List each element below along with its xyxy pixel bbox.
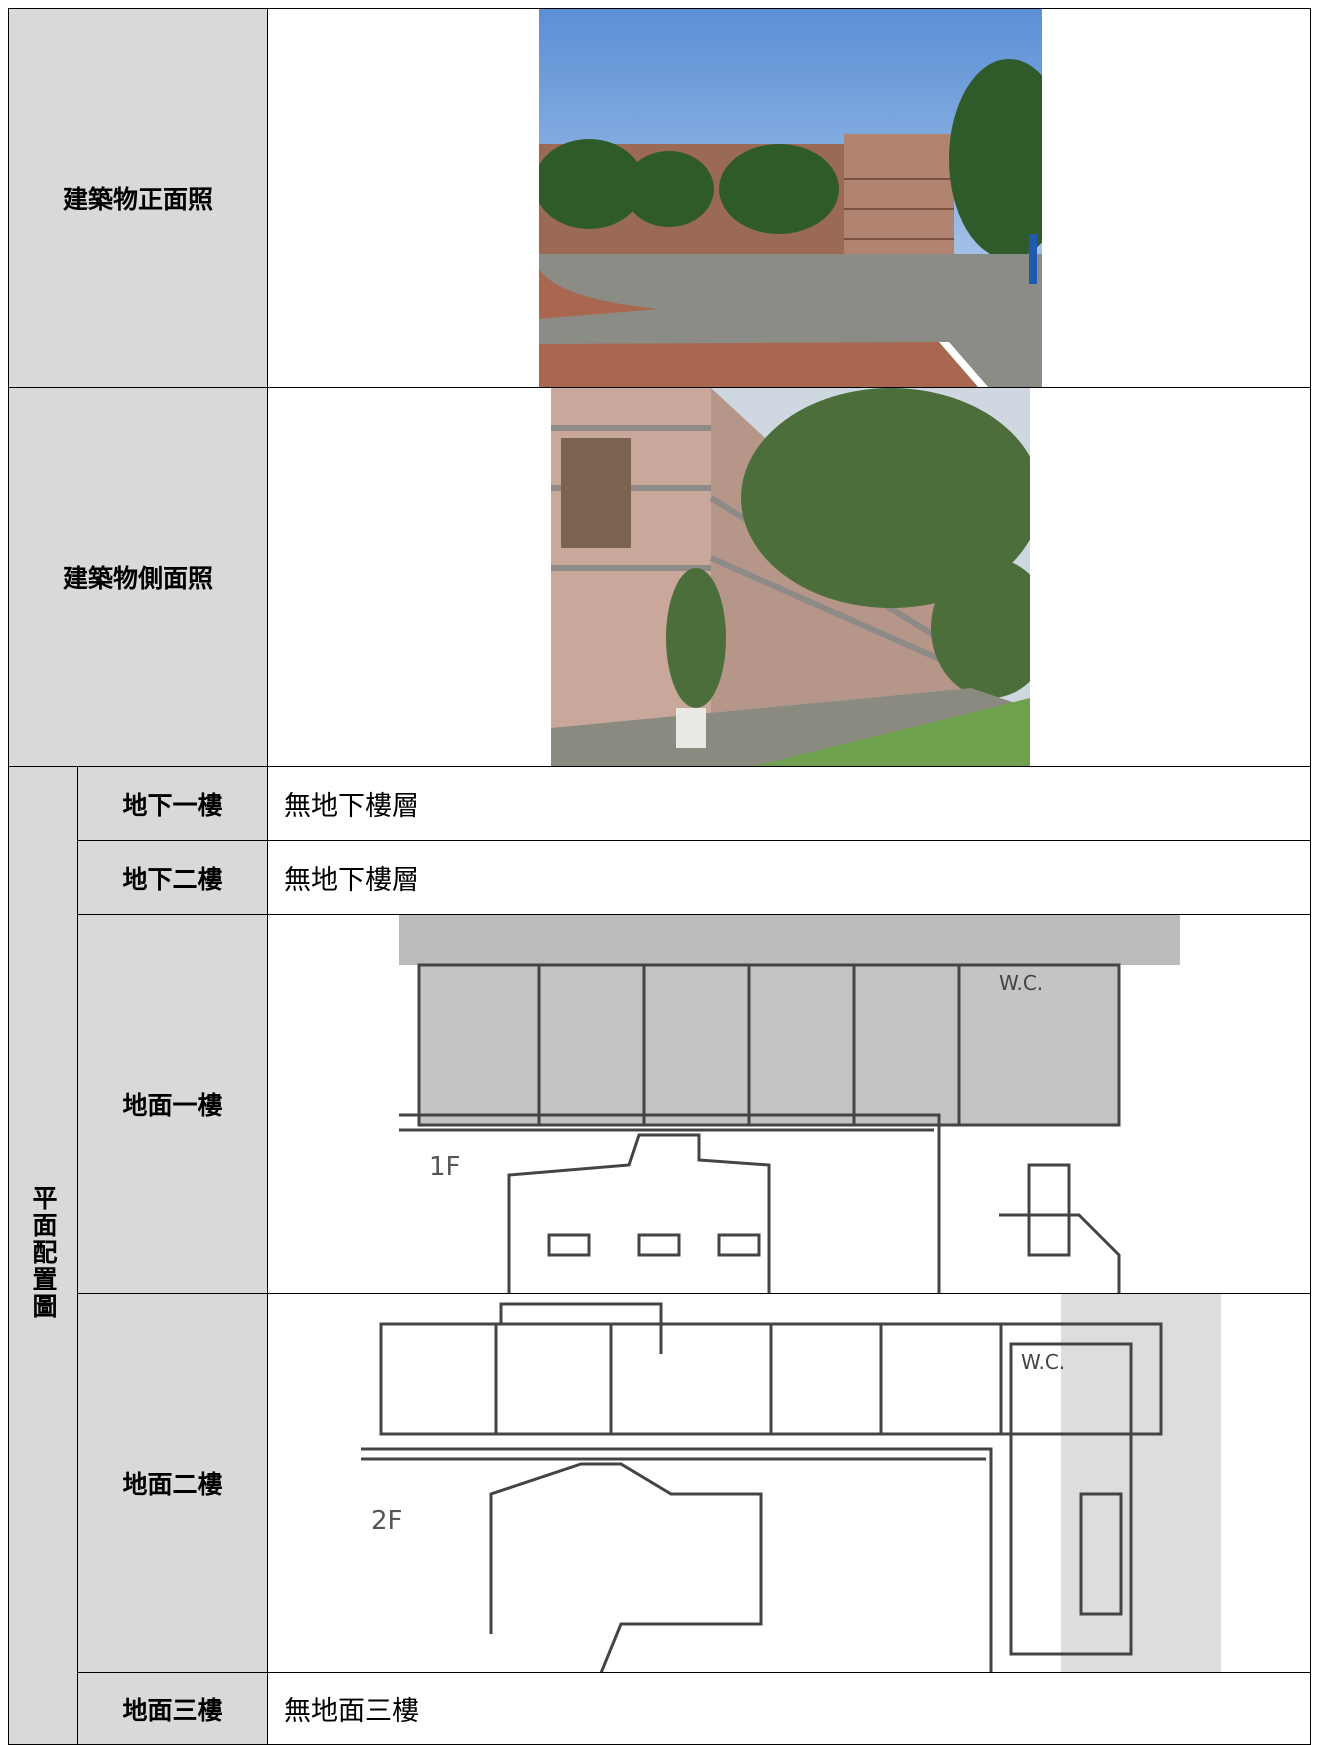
floor-label: 地面三樓 [76, 1672, 269, 1745]
photo-cell [267, 8, 1312, 388]
floor-label: 地面一樓 [76, 914, 269, 1294]
row: 平面配置圖 地下一樓 無地下樓層 [8, 766, 1312, 1745]
plan-label: 2F [371, 1506, 403, 1536]
plan-cell: 2F W.C. [267, 1293, 1312, 1673]
floor-content: 無地下樓層 [267, 840, 1312, 915]
front-photo [539, 9, 1043, 387]
row: 地面二樓 2F W.C. [9, 1293, 1312, 1673]
section-label: 平面配置圖 [8, 766, 78, 1745]
floor-plan-2f: 2F W.C. [361, 1294, 1222, 1672]
row-label: 建築物正面照 [7, 8, 269, 388]
plan-cell: 1F W.C. [267, 914, 1312, 1294]
row-label: 建築物側面照 [7, 387, 269, 767]
row: 地下二樓 無地下樓層 [9, 840, 1312, 915]
plan-label: 1F [429, 1152, 461, 1182]
building-table: 建築物正面照 建築物側面照 平面配置圖 地下一樓 無地下樓層 地下二樓 無地下樓… [7, 8, 1312, 1745]
row: 建築物側面照 [7, 387, 1312, 767]
floor-plan-1f: 1F W.C. [399, 915, 1181, 1293]
row: 地面一樓 1F W.C. [9, 914, 1312, 1294]
floor-label: 地下一樓 [76, 766, 269, 841]
photo-cell [267, 387, 1312, 767]
room-label: W.C. [1021, 1350, 1065, 1374]
floor-label: 地面二樓 [76, 1293, 269, 1673]
row: 地面三樓 無地面三樓 [9, 1672, 1312, 1745]
floor-label: 地下二樓 [76, 840, 269, 915]
side-photo [551, 388, 1031, 766]
floor-content: 無地面三樓 [267, 1672, 1312, 1745]
floor-content: 無地下樓層 [267, 766, 1312, 841]
room-label: W.C. [999, 971, 1043, 995]
section-label-text: 平面配置圖 [29, 1185, 58, 1320]
row: 建築物正面照 [7, 8, 1312, 388]
